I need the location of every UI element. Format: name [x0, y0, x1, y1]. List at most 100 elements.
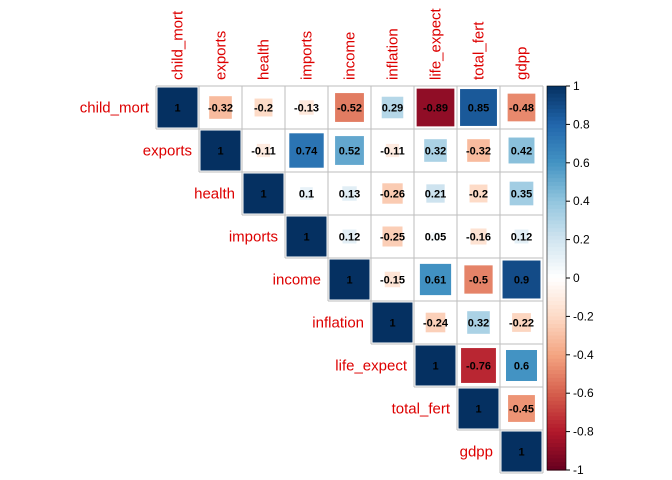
correlation-value-inflation-life_expect: -0.24	[423, 318, 449, 330]
row-label-health: health	[194, 186, 235, 203]
colorbar-segment	[547, 285, 566, 291]
colorbar-segment	[547, 450, 566, 456]
correlation-square-health-health	[243, 173, 284, 214]
correlation-value-exports-gdpp: 0.42	[511, 146, 532, 158]
correlation-value-inflation-gdpp: -0.22	[509, 318, 534, 330]
colorbar-segment	[547, 243, 566, 248]
correlation-square-life_expect-gdpp	[506, 350, 537, 381]
correlation-value-health-inflation: -0.26	[380, 189, 405, 201]
correlation-square-child_mort-gdpp	[507, 93, 536, 122]
colorbar-segment	[547, 389, 566, 394]
correlation-square-income-gdpp	[502, 260, 541, 299]
row-label-income: income	[273, 272, 321, 289]
correlation-value-exports-exports: 1	[217, 146, 223, 158]
colorbar-segment	[547, 216, 566, 221]
correlation-value-income-gdpp: 0.9	[514, 275, 529, 287]
correlation-value-inflation-inflation: 1	[389, 318, 395, 330]
colorbar-segment	[547, 343, 566, 348]
correlation-square-health-life_expect	[426, 184, 445, 203]
correlation-value-imports-inflation: -0.25	[380, 232, 405, 244]
correlation-square-exports-total_fert	[467, 139, 490, 162]
colorbar-segment	[547, 193, 566, 198]
colorbar-segment	[547, 374, 566, 379]
correlation-square-gdpp-gdpp	[501, 431, 542, 472]
colorbar-segment	[547, 262, 566, 268]
correlation-square-income-total_fert	[464, 265, 493, 294]
correlation-value-exports-imports: 0.74	[296, 146, 318, 158]
colorbar-segment	[547, 293, 566, 298]
colorbar-segment	[547, 89, 566, 95]
correlation-value-health-life_expect: 0.21	[425, 189, 446, 201]
colorbar-segment	[547, 97, 566, 102]
correlation-square-health-gdpp	[509, 181, 534, 206]
colorbar-segment	[547, 109, 566, 114]
colorbar-segment	[547, 431, 566, 437]
colorbar-segment	[547, 143, 566, 149]
colorbar-tick-label: -0.2	[573, 309, 594, 323]
colorbar-tick-label: 0.2	[573, 233, 590, 247]
correlation-square-inflation-gdpp	[512, 313, 531, 332]
column-label-total_fert: total_fert	[471, 21, 488, 80]
correlation-value-imports-total_fert: -0.16	[466, 232, 491, 244]
correlation-value-child_mort-inflation: 0.29	[382, 103, 403, 115]
correlation-value-child_mort-life_expect: -0.89	[423, 103, 448, 115]
correlation-value-inflation-total_fert: 0.32	[468, 318, 489, 330]
colorbar-tick-label: 0.4	[573, 194, 590, 208]
colorbar-tick-label: 0.6	[573, 156, 590, 170]
correlation-value-imports-income: 0.12	[339, 232, 360, 244]
colorbar-segment	[547, 381, 566, 387]
colorbar-segment	[547, 270, 566, 275]
colorbar-segment	[547, 304, 566, 310]
colorbar-segment	[547, 435, 566, 440]
correlation-value-health-imports: 0.1	[299, 189, 314, 201]
correlation-square-income-inflation	[384, 271, 401, 288]
colorbar-segment	[547, 316, 566, 321]
correlation-square-imports-total_fert	[470, 228, 487, 245]
colorbar-segment	[547, 385, 566, 390]
colorbar-segment	[547, 462, 566, 467]
colorbar-segment	[547, 420, 566, 425]
correlation-square-inflation-inflation	[372, 302, 413, 343]
correlation-value-child_mort-gdpp: -0.48	[509, 103, 534, 115]
colorbar-tick-label: -1	[573, 463, 584, 477]
colorbar-segment	[547, 324, 566, 329]
colorbar-segment	[547, 362, 566, 367]
correlation-square-health-total_fert	[469, 184, 488, 203]
colorbar-segment	[547, 278, 566, 283]
correlation-value-exports-income: 0.52	[339, 146, 360, 158]
colorbar-segment	[547, 423, 566, 429]
colorbar-segment	[547, 212, 566, 218]
column-label-child_mort: child_mort	[170, 10, 187, 80]
correlation-value-child_mort-income: -0.52	[337, 103, 362, 115]
colorbar-segment	[547, 366, 566, 371]
colorbar-tick-label: -0.6	[573, 386, 594, 400]
correlation-square-health-inflation	[382, 183, 403, 204]
colorbar-segment	[547, 220, 566, 225]
correlation-value-child_mort-exports: -0.32	[208, 103, 233, 115]
correlation-square-exports-health	[256, 143, 271, 158]
colorbar-segment	[547, 408, 566, 413]
correlation-square-total_fert-total_fert	[458, 388, 499, 429]
correlation-square-child_mort-imports	[299, 100, 314, 115]
colorbar-segment	[547, 297, 566, 302]
colorbar-segment	[547, 247, 566, 252]
correlation-value-life_expect-gdpp: 0.6	[514, 361, 529, 373]
colorbar-segment	[547, 354, 566, 360]
colorbar-segment	[547, 412, 566, 417]
correlation-square-child_mort-health	[254, 98, 273, 117]
colorbar-segment	[547, 289, 566, 294]
correlation-value-income-total_fert: -0.5	[469, 275, 488, 287]
colorbar-segment	[547, 404, 566, 410]
colorbar-segment	[547, 185, 566, 191]
correlation-value-child_mort-health: -0.2	[254, 103, 273, 115]
correlation-square-life_expect-total_fert	[461, 348, 496, 383]
correlation-cells: 1 -0.32 -0.2 -0.13 -0.52 0.29 -0.89 0.85 -0.48 1 -…	[157, 87, 542, 472]
colorbar-segment	[547, 228, 566, 233]
correlation-square-income-life_expect	[419, 263, 452, 296]
correlation-square-exports-income	[335, 136, 364, 165]
colorbar-segment	[547, 189, 566, 195]
correlation-square-child_mort-inflation	[381, 96, 404, 119]
correlation-value-life_expect-total_fert: -0.76	[466, 361, 491, 373]
correlation-value-gdpp-gdpp: 1	[518, 447, 524, 459]
correlation-value-exports-health: -0.11	[251, 146, 275, 158]
